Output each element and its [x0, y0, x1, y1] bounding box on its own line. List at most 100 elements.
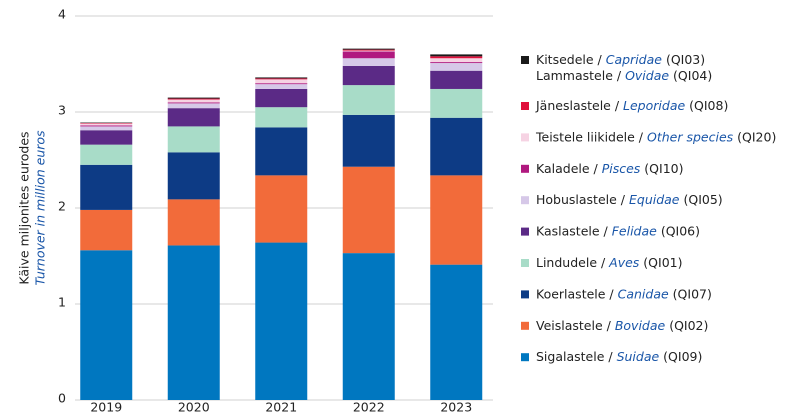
bar-segment — [80, 164, 133, 210]
bar-segment — [255, 107, 308, 128]
x-tick-label: 2019 — [90, 400, 122, 414]
bar-segment — [430, 62, 483, 64]
legend-label: Koerlastele / Canidae (QI07) — [536, 286, 712, 301]
x-tick-label: 2020 — [178, 400, 210, 414]
legend-label-part: (QI08) — [685, 98, 728, 113]
legend-label: Veislastele / Bovidae (QI02) — [536, 317, 708, 332]
legend-label-part: Teistele liikidele / — [535, 129, 647, 144]
bar-segment — [80, 126, 133, 131]
legend-label-part: (QI07) — [669, 286, 712, 301]
bar-segment — [80, 125, 133, 127]
bar-segment — [342, 65, 395, 86]
bar-segment — [167, 99, 220, 103]
legend-swatch — [521, 102, 529, 110]
legend-label-part: (QI20) — [733, 129, 776, 144]
legend-label-part: (QI03) — [662, 52, 705, 67]
x-tick-label: 2023 — [440, 400, 472, 414]
y-tick-label: 0 — [58, 391, 66, 406]
legend-label-part: Kaladele / — [536, 160, 602, 175]
bar-segment — [80, 123, 133, 126]
legend-label: Kaladele / Pisces (QI10) — [536, 160, 684, 175]
bar-segment — [342, 114, 395, 167]
y-axis-label: Käive miljonites eurodes Turnover in mil… — [17, 130, 48, 286]
legend-label-part: Lindudele / — [536, 255, 609, 270]
legend-label-part: Leporidae — [623, 98, 685, 113]
legend-label-part: Equidae — [629, 192, 680, 207]
bar-segment — [430, 264, 483, 400]
legend-label: Kitsedele / Capridae (QI03) — [536, 52, 705, 67]
y-axis-label-line: Turnover in million euros — [33, 130, 48, 286]
legend-label-part: Kitsedele / — [536, 52, 606, 67]
legend-label-part: Jäneslastele / — [535, 98, 623, 113]
legend-label-part: (QI01) — [639, 255, 682, 270]
bar-segment — [430, 175, 483, 265]
bar-segment — [255, 88, 308, 108]
legend-swatch — [521, 196, 529, 205]
legend-label-part: Suidae — [617, 349, 660, 364]
bar-segment — [255, 78, 308, 80]
legend-swatch — [521, 321, 529, 330]
legend-swatch — [521, 56, 529, 64]
legend-label-part: Capridae — [606, 52, 663, 67]
legend-label-part: Felidae — [612, 223, 657, 238]
legend-label-part: Pisces — [602, 160, 641, 175]
legend-label: Lammastele / Ovidae (QI04) — [536, 68, 712, 83]
bar-segment — [167, 108, 220, 127]
x-tick-label: 2022 — [353, 400, 385, 414]
legend-label-part: Koerlastele / — [536, 286, 618, 301]
legend-label: Lindudele / Aves (QI01) — [536, 255, 683, 270]
legend-swatch — [521, 290, 529, 299]
legend-swatch — [521, 227, 529, 236]
legend-label: Sigalastele / Suidae (QI09) — [536, 349, 702, 364]
bar-segment — [167, 126, 220, 153]
legend-swatch — [521, 164, 529, 173]
legend-label-part: (QI04) — [669, 68, 712, 83]
bar-segment — [255, 77, 308, 79]
legend-label: Hobuslastele / Equidae (QI05) — [536, 192, 723, 207]
bar-segment — [430, 58, 483, 63]
legend-label-part: Hobuslastele / — [536, 192, 629, 207]
bar-segment — [255, 242, 308, 400]
legend-label: Jäneslastele / Leporidae (QI08) — [535, 98, 728, 113]
legend-label-part: Ovidae — [625, 68, 669, 83]
y-tick-label: 2 — [58, 199, 66, 214]
legend-label-part: Lammastele / — [536, 68, 625, 83]
legend-label-part: Bovidae — [615, 317, 666, 332]
legend-label-part: Sigalastele / — [536, 349, 617, 364]
bar-segment — [167, 98, 220, 100]
bar-segment — [80, 209, 133, 251]
bar-segment — [255, 83, 308, 85]
bar-segment — [342, 50, 395, 52]
bar-segment — [167, 245, 220, 400]
y-tick-label: 4 — [58, 7, 66, 22]
legend-label-part: (QI02) — [665, 317, 708, 332]
bar-segment — [430, 56, 483, 59]
legend-label-part: Canidae — [618, 286, 669, 301]
legend-swatch — [521, 133, 529, 142]
legend-label-part: Aves — [608, 255, 640, 270]
bar-segment — [430, 117, 483, 176]
bar-segment — [342, 49, 395, 51]
legend-label-part: (QI05) — [680, 192, 723, 207]
bar-segment — [167, 97, 220, 99]
bar-segment — [342, 48, 395, 50]
bar-segment — [167, 103, 220, 109]
legend-swatch — [521, 353, 529, 362]
bar-segment — [430, 70, 483, 89]
legend-label: Kaslastele / Felidae (QI06) — [536, 223, 700, 238]
bar-segment — [342, 85, 395, 115]
y-axis-label-line: Käive miljonites eurodes — [17, 131, 32, 284]
bar-segment — [342, 58, 395, 66]
bar-segment — [255, 79, 308, 84]
legend-label-part: Kaslastele / — [536, 223, 612, 238]
legend-label-part: Veislastele / — [536, 317, 615, 332]
x-tick-label: 2021 — [265, 400, 297, 414]
bar-segment — [342, 51, 395, 59]
bar-segment — [430, 63, 483, 71]
bar-segment — [430, 54, 483, 57]
legend-label-part: (QI10) — [640, 160, 683, 175]
legend-label-part: (QI09) — [659, 349, 702, 364]
bar-segment — [167, 102, 220, 104]
legend-label: Teistele liikidele / Other species (QI20… — [535, 129, 776, 144]
